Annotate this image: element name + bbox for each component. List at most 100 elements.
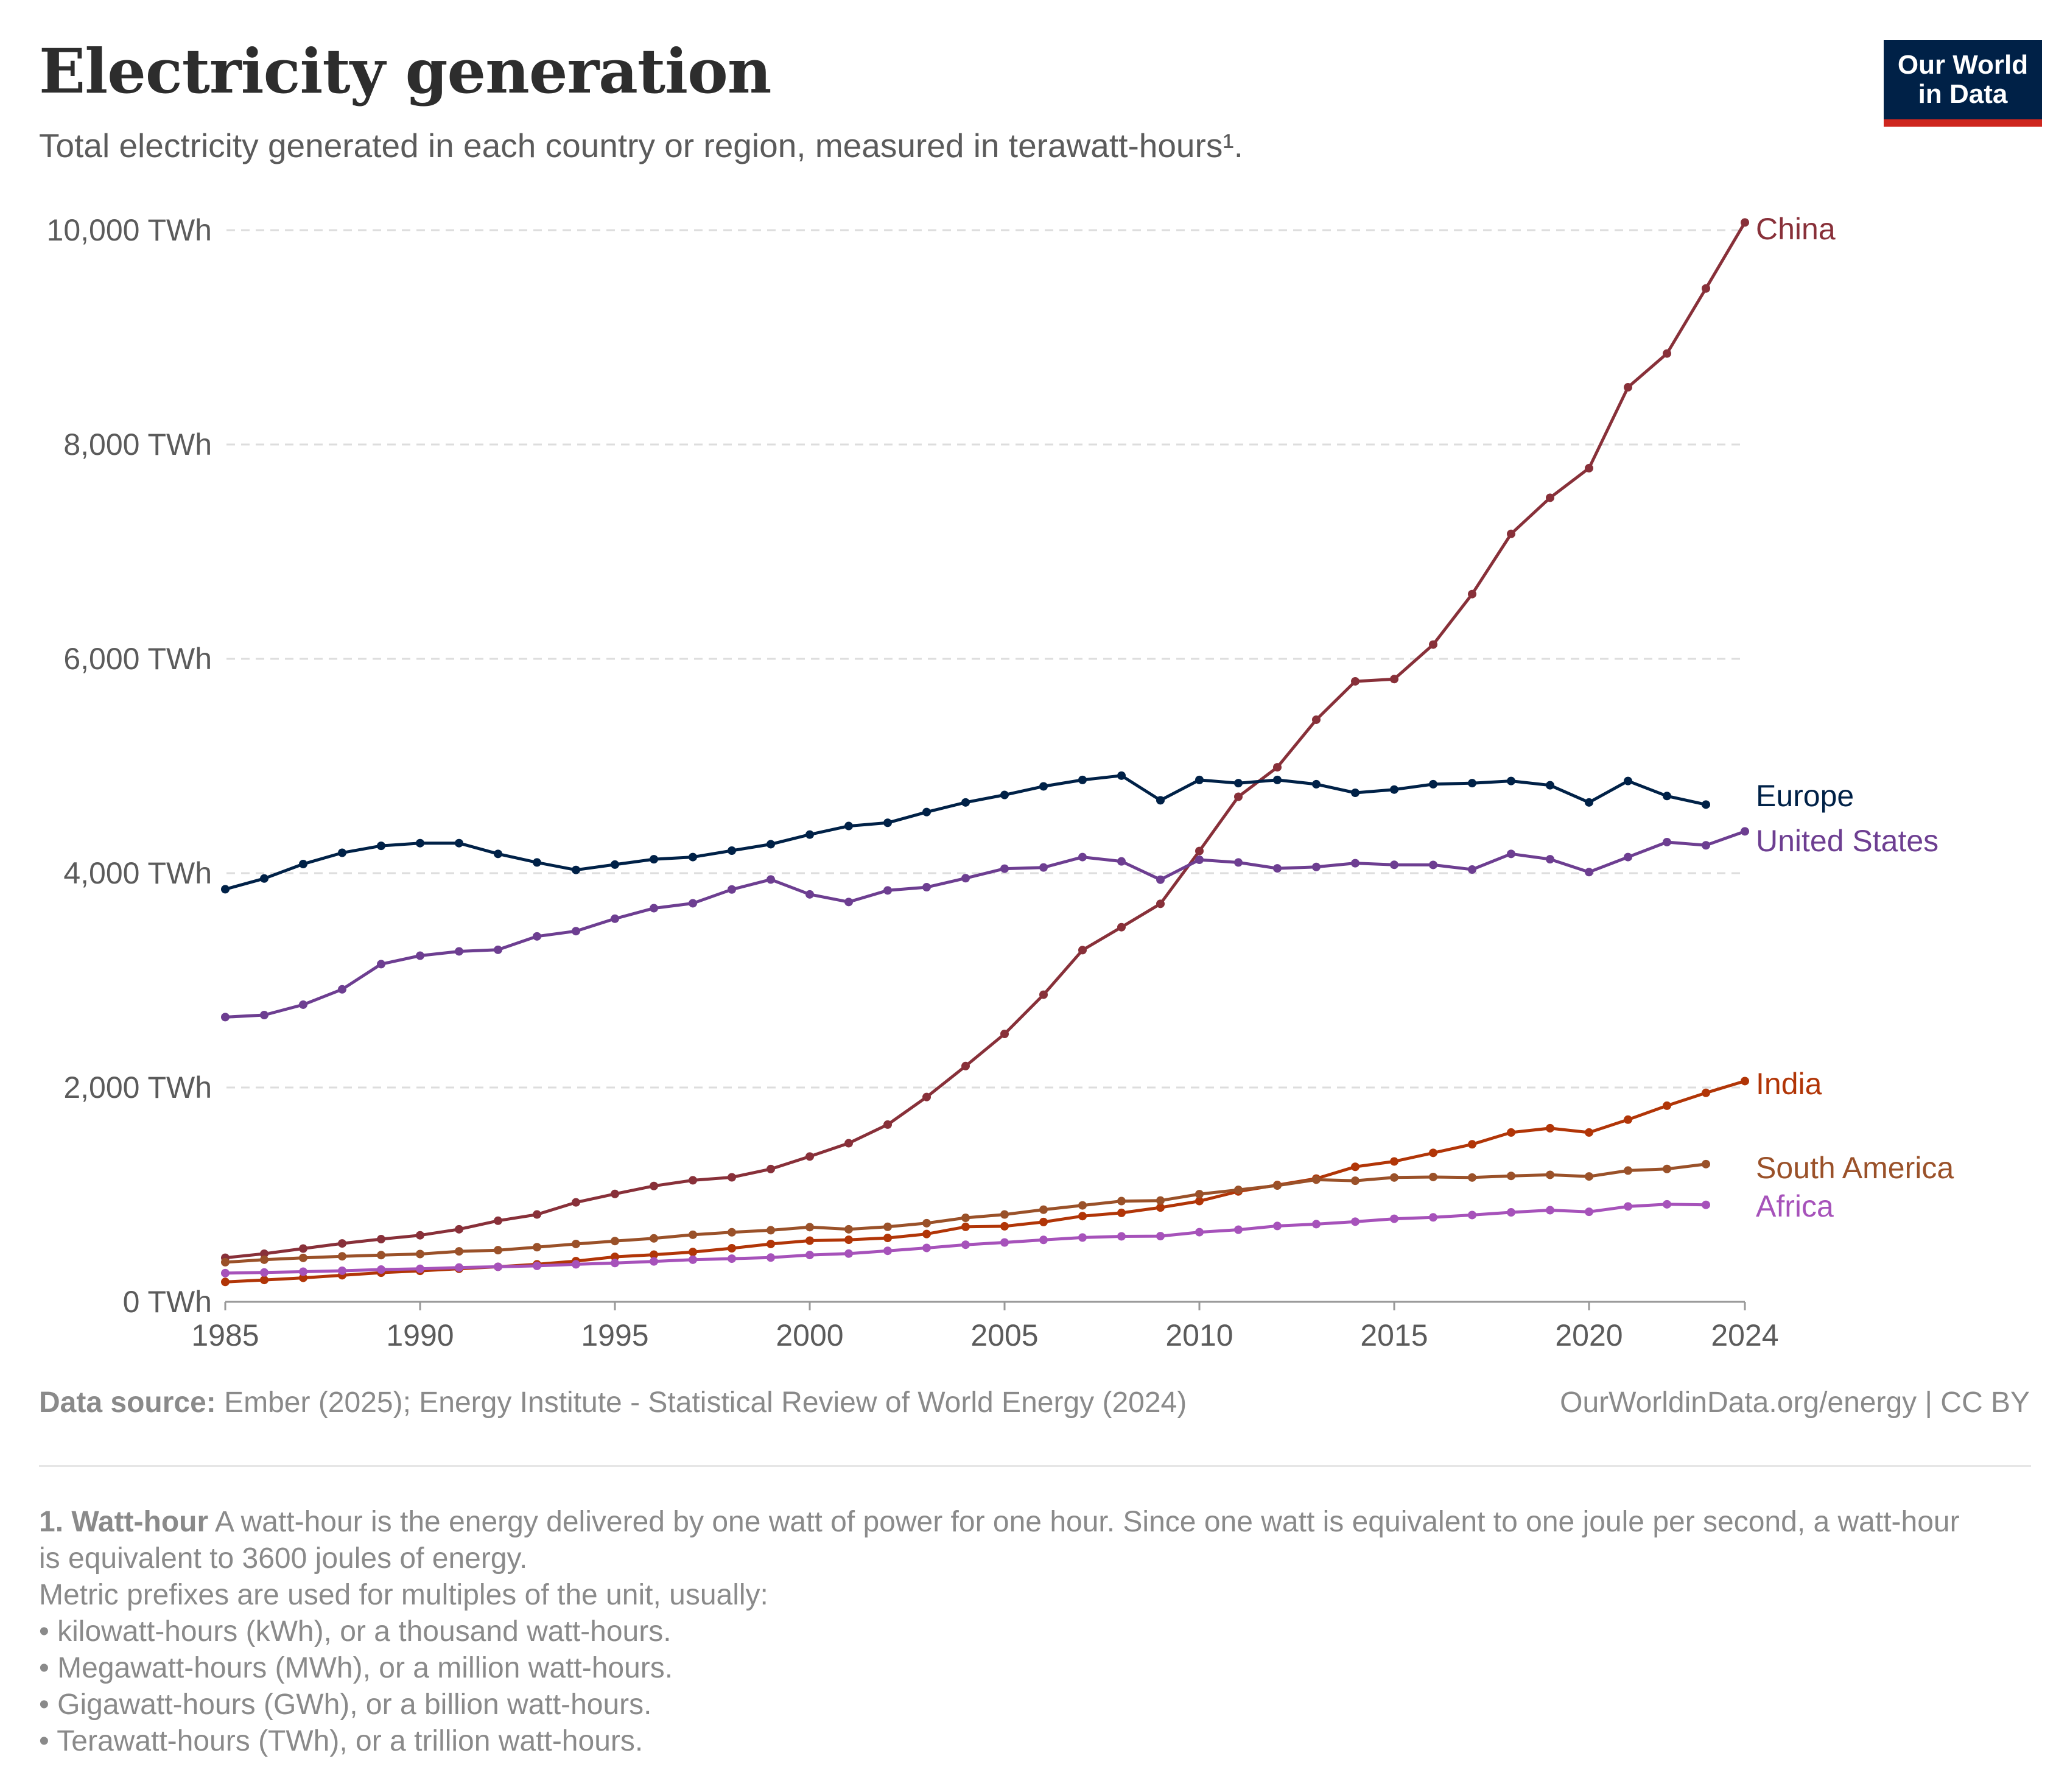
data-point-south-america xyxy=(533,1243,541,1252)
data-point-europe xyxy=(611,860,619,869)
data-point-united-states xyxy=(494,945,502,954)
data-point-europe xyxy=(767,840,775,849)
data-point-united-states xyxy=(455,947,463,956)
data-point-china xyxy=(728,1173,736,1182)
data-point-europe xyxy=(299,860,307,869)
data-point-africa xyxy=(689,1255,697,1264)
gridlines xyxy=(226,229,1745,1089)
data-point-africa xyxy=(767,1253,775,1262)
data-point-united-states xyxy=(1117,857,1126,866)
data-point-south-america xyxy=(1195,1190,1204,1199)
data-point-europe xyxy=(1546,781,1554,790)
data-point-united-states xyxy=(1234,858,1243,867)
data-point-united-states xyxy=(1273,864,1282,873)
data-point-africa xyxy=(1390,1214,1398,1223)
data-point-united-states xyxy=(767,875,775,884)
data-point-south-america xyxy=(767,1226,775,1235)
series-label-south-america: South America xyxy=(1756,1151,1954,1185)
y-axis: 0 TWh 2,000 TWh 4,000 TWh 6,000 TWh 8,000 TW… xyxy=(47,213,212,1319)
series-label-europe: Europe xyxy=(1756,779,1854,813)
chart-subtitle: Total electricity generated in each coun… xyxy=(39,127,1243,164)
footnote-text: A watt-hour is the energy delivered by o… xyxy=(39,1506,1960,1575)
data-point-south-america xyxy=(338,1252,346,1261)
data-point-south-america xyxy=(377,1251,385,1260)
data-point-africa xyxy=(1546,1206,1554,1215)
data-point-china xyxy=(961,1061,970,1070)
data-point-south-america xyxy=(221,1257,230,1267)
x-tick-label: 2005 xyxy=(970,1318,1038,1352)
data-point-china xyxy=(1585,463,1593,473)
x-tick-label: 1990 xyxy=(386,1318,454,1352)
data-point-india xyxy=(221,1277,230,1287)
data-point-africa xyxy=(572,1260,580,1269)
data-point-europe xyxy=(1624,776,1632,785)
data-point-europe xyxy=(1351,789,1360,797)
data-point-south-america xyxy=(1312,1175,1321,1184)
y-tick-label: 2,000 TWh xyxy=(63,1070,212,1105)
data-point-europe xyxy=(572,865,580,874)
data-point-south-america xyxy=(922,1218,931,1228)
data-point-africa xyxy=(1468,1210,1476,1220)
data-point-africa xyxy=(1117,1232,1126,1241)
data-point-china xyxy=(1273,763,1282,772)
data-point-united-states xyxy=(533,932,541,941)
data-point-united-states xyxy=(1507,849,1515,859)
data-point-united-states xyxy=(1468,865,1476,874)
data-point-united-states xyxy=(1078,852,1087,862)
data-point-south-america xyxy=(1273,1181,1282,1190)
data-point-south-america xyxy=(1663,1164,1671,1173)
data-point-africa xyxy=(611,1259,619,1268)
data-point-united-states xyxy=(1390,860,1398,870)
data-point-united-states xyxy=(922,883,931,892)
data-point-south-america xyxy=(1546,1170,1554,1179)
source-label: Data source: xyxy=(39,1386,216,1419)
logo-line-2: in Data xyxy=(1918,79,2008,109)
data-point-south-america xyxy=(1156,1196,1165,1205)
footnote-bullet: • kilowatt-hours (kWh), or a thousand wa… xyxy=(39,1615,672,1648)
data-point-united-states xyxy=(1429,860,1437,870)
data-point-india xyxy=(844,1235,853,1245)
data-point-china xyxy=(650,1181,658,1190)
data-point-south-america xyxy=(1117,1196,1126,1206)
data-point-south-america xyxy=(611,1237,619,1246)
data-point-china xyxy=(1624,383,1632,392)
data-point-europe xyxy=(1234,779,1243,788)
data-point-china xyxy=(1507,529,1515,538)
data-point-india xyxy=(1195,1196,1204,1206)
data-point-europe xyxy=(455,838,463,848)
data-point-india xyxy=(1663,1101,1671,1110)
data-point-south-america xyxy=(1624,1166,1632,1175)
data-point-south-america xyxy=(961,1214,970,1223)
data-point-africa xyxy=(1663,1200,1671,1209)
data-point-china xyxy=(1156,899,1165,908)
data-point-africa xyxy=(922,1243,931,1253)
data-point-europe xyxy=(377,842,385,851)
data-point-europe xyxy=(338,848,346,857)
data-point-europe xyxy=(260,874,268,883)
data-point-united-states xyxy=(1312,862,1321,871)
footnote-bullet: • Gigawatt-hours (GWh), or a billion wat… xyxy=(39,1688,652,1721)
footnote-bullet: • Terawatt-hours (TWh), or a trillion wa… xyxy=(39,1725,644,1757)
data-point-united-states xyxy=(221,1013,230,1022)
data-point-europe xyxy=(650,855,658,864)
data-point-africa xyxy=(1624,1202,1632,1211)
series-lines xyxy=(221,218,1749,1287)
data-point-china xyxy=(377,1235,385,1244)
data-point-africa xyxy=(728,1254,736,1263)
data-point-africa xyxy=(805,1251,814,1260)
data-point-china xyxy=(494,1216,502,1225)
owid-logo[interactable]: Our World in Data xyxy=(1884,40,2042,127)
data-point-china xyxy=(260,1249,268,1258)
x-tick-label: 2024 xyxy=(1711,1318,1778,1352)
credit-link[interactable]: OurWorldinData.org/energy | CC BY xyxy=(1560,1386,2030,1419)
footnote-heading: 1. Watt-hour xyxy=(39,1506,209,1538)
data-point-united-states xyxy=(611,914,619,923)
data-point-china xyxy=(1117,922,1126,932)
line-chart: 0 TWh 2,000 TWh 4,000 TWh 6,000 TWh 8,000 TW… xyxy=(47,212,1954,1352)
data-point-united-states xyxy=(1585,868,1593,877)
data-point-africa xyxy=(1507,1208,1515,1217)
data-point-united-states xyxy=(299,1000,307,1009)
data-point-europe xyxy=(1312,779,1321,789)
data-point-africa xyxy=(1078,1233,1087,1242)
data-point-china xyxy=(883,1120,892,1129)
